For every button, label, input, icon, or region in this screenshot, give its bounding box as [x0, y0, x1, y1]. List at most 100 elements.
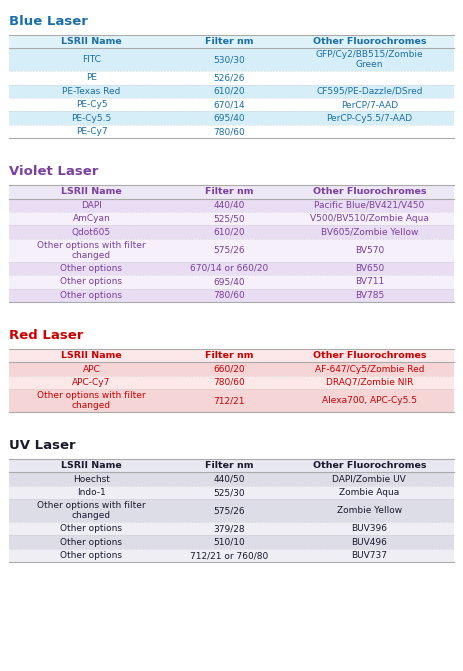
- Text: 440/50: 440/50: [213, 474, 245, 484]
- Bar: [9, 71, 454, 85]
- Text: BV570: BV570: [355, 246, 384, 255]
- Text: DRAQ7/Zombie NIR: DRAQ7/Zombie NIR: [325, 378, 413, 387]
- Text: Blue Laser: Blue Laser: [9, 15, 88, 28]
- Text: DAPI/Zombie UV: DAPI/Zombie UV: [332, 474, 406, 484]
- Bar: [9, 48, 454, 71]
- Bar: [9, 472, 454, 486]
- Text: 670/14 or 660/20: 670/14 or 660/20: [190, 264, 269, 273]
- Text: 712/21: 712/21: [213, 396, 245, 405]
- Text: DAPI: DAPI: [81, 201, 102, 210]
- Text: BV785: BV785: [355, 291, 384, 300]
- Text: LSRII Name: LSRII Name: [61, 37, 122, 46]
- Text: Filter nm: Filter nm: [205, 37, 254, 46]
- Text: Filter nm: Filter nm: [205, 187, 254, 197]
- Text: PE: PE: [86, 73, 97, 83]
- Text: Other Fluorochromes: Other Fluorochromes: [313, 187, 426, 197]
- Bar: [9, 389, 454, 412]
- Text: Other options with filter
changed: Other options with filter changed: [37, 391, 146, 410]
- Bar: [9, 239, 454, 262]
- Text: 780/60: 780/60: [213, 127, 245, 136]
- Bar: [9, 225, 454, 239]
- Text: UV Laser: UV Laser: [9, 439, 76, 452]
- Text: 695/40: 695/40: [213, 277, 245, 287]
- Text: Hoechst: Hoechst: [73, 474, 110, 484]
- Text: BV650: BV650: [355, 264, 384, 273]
- Text: Violet Laser: Violet Laser: [9, 165, 99, 178]
- Bar: [9, 85, 454, 98]
- Bar: [9, 486, 454, 499]
- Bar: [9, 459, 454, 472]
- Text: Other options with filter
changed: Other options with filter changed: [37, 241, 146, 260]
- Text: Zombie Yellow: Zombie Yellow: [337, 506, 402, 515]
- Text: Other options: Other options: [61, 291, 123, 300]
- Text: Qdot605: Qdot605: [72, 227, 111, 237]
- Text: Other Fluorochromes: Other Fluorochromes: [313, 461, 426, 470]
- Text: BUV737: BUV737: [351, 551, 387, 560]
- Bar: [9, 289, 454, 302]
- Text: AF-647/Cy5/Zombie Red: AF-647/Cy5/Zombie Red: [314, 364, 424, 374]
- Text: GFP/Cy2/BB515/Zombie
Green: GFP/Cy2/BB515/Zombie Green: [315, 50, 423, 69]
- Text: Other Fluorochromes: Other Fluorochromes: [313, 351, 426, 360]
- Text: 695/40: 695/40: [213, 113, 245, 123]
- Text: LSRII Name: LSRII Name: [61, 187, 122, 197]
- Text: 575/26: 575/26: [213, 246, 245, 255]
- Text: BV605/Zombie Yellow: BV605/Zombie Yellow: [320, 227, 418, 237]
- Text: Other options: Other options: [61, 277, 123, 287]
- Bar: [9, 376, 454, 389]
- Text: 780/60: 780/60: [213, 291, 245, 300]
- Text: Other options: Other options: [61, 264, 123, 273]
- Bar: [9, 125, 454, 138]
- Text: 670/14: 670/14: [213, 100, 245, 109]
- Bar: [9, 199, 454, 212]
- Text: PE-Cy5.5: PE-Cy5.5: [71, 113, 112, 123]
- Text: Indo-1: Indo-1: [77, 488, 106, 497]
- Bar: [9, 549, 454, 562]
- Text: 525/50: 525/50: [213, 214, 245, 223]
- Text: Alexa700, APC-Cy5.5: Alexa700, APC-Cy5.5: [322, 396, 417, 405]
- Text: 660/20: 660/20: [213, 364, 245, 374]
- Text: 780/60: 780/60: [213, 378, 245, 387]
- Text: BUV396: BUV396: [351, 524, 387, 533]
- Text: LSRII Name: LSRII Name: [61, 351, 122, 360]
- Text: PE-Cy5: PE-Cy5: [75, 100, 107, 109]
- Text: 510/10: 510/10: [213, 537, 245, 547]
- Bar: [9, 185, 454, 199]
- Text: 712/21 or 760/80: 712/21 or 760/80: [190, 551, 269, 560]
- Text: 379/28: 379/28: [213, 524, 245, 533]
- Text: PE-Texas Red: PE-Texas Red: [63, 87, 121, 96]
- Text: APC-Cy7: APC-Cy7: [72, 378, 111, 387]
- Text: 440/40: 440/40: [213, 201, 245, 210]
- Bar: [9, 535, 454, 549]
- Bar: [9, 98, 454, 111]
- Text: Filter nm: Filter nm: [205, 461, 254, 470]
- Bar: [9, 499, 454, 522]
- Text: Other Fluorochromes: Other Fluorochromes: [313, 37, 426, 46]
- Bar: [9, 212, 454, 225]
- Text: V500/BV510/Zombie Aqua: V500/BV510/Zombie Aqua: [310, 214, 429, 223]
- Text: Other options: Other options: [61, 537, 123, 547]
- Text: Other options with filter
changed: Other options with filter changed: [37, 501, 146, 520]
- Text: 610/20: 610/20: [213, 227, 245, 237]
- Text: BUV496: BUV496: [351, 537, 387, 547]
- Text: APC: APC: [82, 364, 100, 374]
- Bar: [9, 262, 454, 275]
- Text: PerCP/7-AAD: PerCP/7-AAD: [341, 100, 398, 109]
- Text: 525/30: 525/30: [213, 488, 245, 497]
- Text: 610/20: 610/20: [213, 87, 245, 96]
- Text: FITC: FITC: [82, 55, 101, 64]
- Text: PE-Cy7: PE-Cy7: [75, 127, 107, 136]
- Text: Pacific Blue/BV421/V450: Pacific Blue/BV421/V450: [314, 201, 425, 210]
- Text: LSRII Name: LSRII Name: [61, 461, 122, 470]
- Text: Filter nm: Filter nm: [205, 351, 254, 360]
- Text: AmCyan: AmCyan: [73, 214, 110, 223]
- Bar: [9, 275, 454, 289]
- Text: BV711: BV711: [355, 277, 384, 287]
- Text: Red Laser: Red Laser: [9, 329, 84, 342]
- Bar: [9, 522, 454, 535]
- Text: 530/30: 530/30: [213, 55, 245, 64]
- Text: PerCP-Cy5.5/7-AAD: PerCP-Cy5.5/7-AAD: [326, 113, 413, 123]
- Text: Zombie Aqua: Zombie Aqua: [339, 488, 400, 497]
- Bar: [9, 362, 454, 376]
- Text: 575/26: 575/26: [213, 506, 245, 515]
- Text: CF595/PE-Dazzle/DSred: CF595/PE-Dazzle/DSred: [316, 87, 423, 96]
